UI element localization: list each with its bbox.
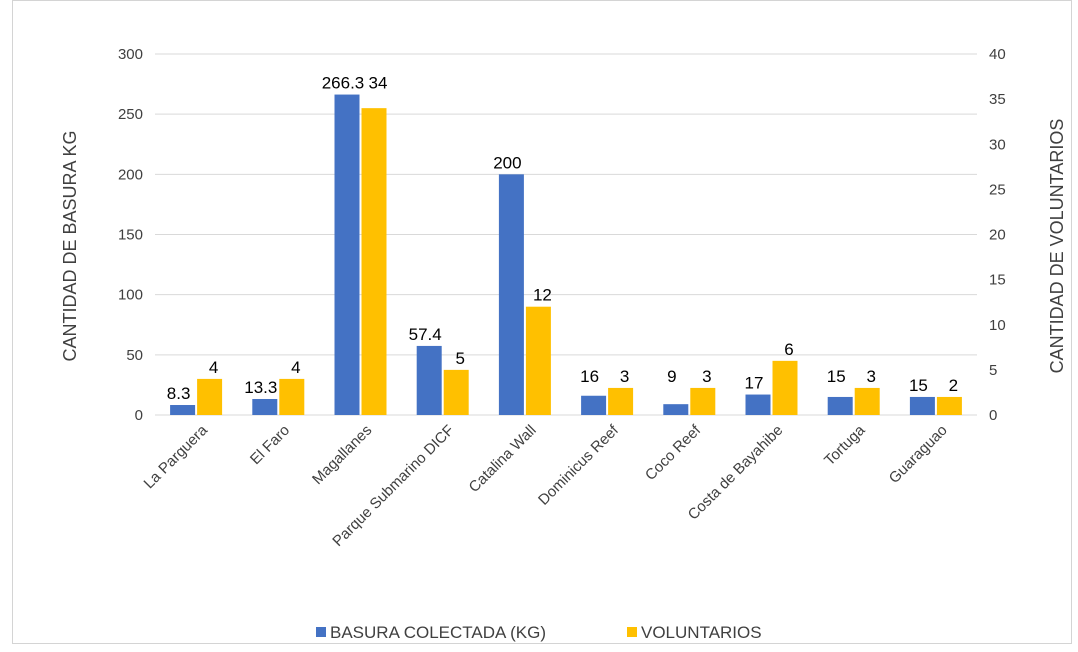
data-label-voluntarios: 12 xyxy=(533,286,552,305)
category-label: Magallanes xyxy=(309,422,375,488)
bar-basura xyxy=(334,94,360,415)
data-label-voluntarios: 5 xyxy=(455,349,464,368)
data-label-voluntarios: 3 xyxy=(866,367,875,386)
right-axis-ticks: 0 5 10 15 20 25 30 35 40 xyxy=(989,46,1006,424)
right-tick-label: 15 xyxy=(989,272,1006,289)
left-tick-label: 150 xyxy=(118,227,143,244)
legend-label-voluntarios: VOLUNTARIOS xyxy=(641,623,762,642)
right-tick-label: 35 xyxy=(989,91,1006,108)
data-label-voluntarios: 4 xyxy=(291,358,300,377)
legend-swatch-voluntarios xyxy=(627,627,637,637)
bar-voluntarios xyxy=(608,387,634,415)
left-tick-label: 300 xyxy=(118,46,143,63)
legend: BASURA COLECTADA (KG) VOLUNTARIOS xyxy=(316,623,762,642)
bar-basura xyxy=(252,398,278,415)
bar-basura xyxy=(170,405,196,415)
bar-basura xyxy=(745,394,771,415)
left-tick-label: 50 xyxy=(126,347,143,364)
bar-basura xyxy=(909,396,935,415)
bar-basura xyxy=(416,345,442,415)
bar-basura xyxy=(498,174,524,415)
bar-voluntarios xyxy=(854,387,880,415)
data-label-basura: 16 xyxy=(580,367,599,386)
bar-voluntarios xyxy=(197,378,223,415)
right-tick-label: 25 xyxy=(989,181,1006,198)
data-label-voluntarios: 3 xyxy=(620,367,629,386)
data-label-basura: 200 xyxy=(493,153,521,172)
category-label: La Parguera xyxy=(141,421,212,492)
data-label-basura: 9 xyxy=(667,367,676,386)
left-tick-label: 100 xyxy=(118,287,143,304)
data-label-voluntarios: 2 xyxy=(949,376,958,395)
bar-basura xyxy=(827,396,853,415)
data-label-basura: 15 xyxy=(827,367,846,386)
bar-basura xyxy=(663,404,689,415)
left-tick-label: 250 xyxy=(118,106,143,123)
right-tick-label: 20 xyxy=(989,227,1006,244)
data-label-basura: 17 xyxy=(745,374,764,393)
data-label-voluntarios: 34 xyxy=(369,74,388,93)
category-label: Guaraguao xyxy=(886,422,951,487)
data-label-basura: 13.3 xyxy=(244,378,277,397)
left-axis-ticks: 0 50 100 150 200 250 300 xyxy=(118,46,143,424)
bar-basura xyxy=(581,395,607,415)
data-label-voluntarios: 6 xyxy=(784,340,793,359)
data-labels: 8.3 4 13.3 4 266.3 34 57.4 5 200 12 16 3 9 3 17 6 15 3 15 2 xyxy=(167,74,958,403)
data-label-basura: 15 xyxy=(909,376,928,395)
data-label-voluntarios: 4 xyxy=(209,358,218,377)
legend-swatch-basura xyxy=(316,627,326,637)
bar-voluntarios xyxy=(361,108,387,416)
right-tick-label: 10 xyxy=(989,317,1006,334)
right-tick-label: 5 xyxy=(989,362,997,379)
bar-voluntarios xyxy=(936,396,962,415)
right-axis-title: CANTIDAD DE VOLUNTARIOS xyxy=(1047,119,1067,374)
category-label: Catalina Wall xyxy=(466,422,540,496)
legend-label-basura: BASURA COLECTADA (KG) xyxy=(330,623,546,642)
bar-voluntarios xyxy=(443,369,469,415)
bars xyxy=(170,94,962,416)
category-label: Coco Reef xyxy=(642,421,705,484)
bar-voluntarios xyxy=(690,387,716,415)
gridlines xyxy=(155,53,977,416)
right-tick-label: 0 xyxy=(989,407,997,424)
category-label: Tortuga xyxy=(821,421,869,469)
data-label-basura: 57.4 xyxy=(409,325,442,344)
bar-voluntarios xyxy=(525,306,551,415)
category-label: Dominicus Reef xyxy=(535,421,622,508)
left-axis-title: CANTIDAD DE BASURA KG xyxy=(60,130,80,361)
data-label-basura: 266.3 xyxy=(322,74,365,93)
left-tick-label: 200 xyxy=(118,166,143,183)
bar-voluntarios xyxy=(279,378,305,415)
bar-voluntarios xyxy=(772,360,798,415)
category-label: El Faro xyxy=(247,422,293,468)
data-label-voluntarios: 3 xyxy=(702,367,711,386)
left-tick-label: 0 xyxy=(135,407,143,424)
right-tick-label: 30 xyxy=(989,136,1006,153)
data-label-basura: 8.3 xyxy=(167,384,191,403)
right-tick-label: 40 xyxy=(989,46,1006,63)
